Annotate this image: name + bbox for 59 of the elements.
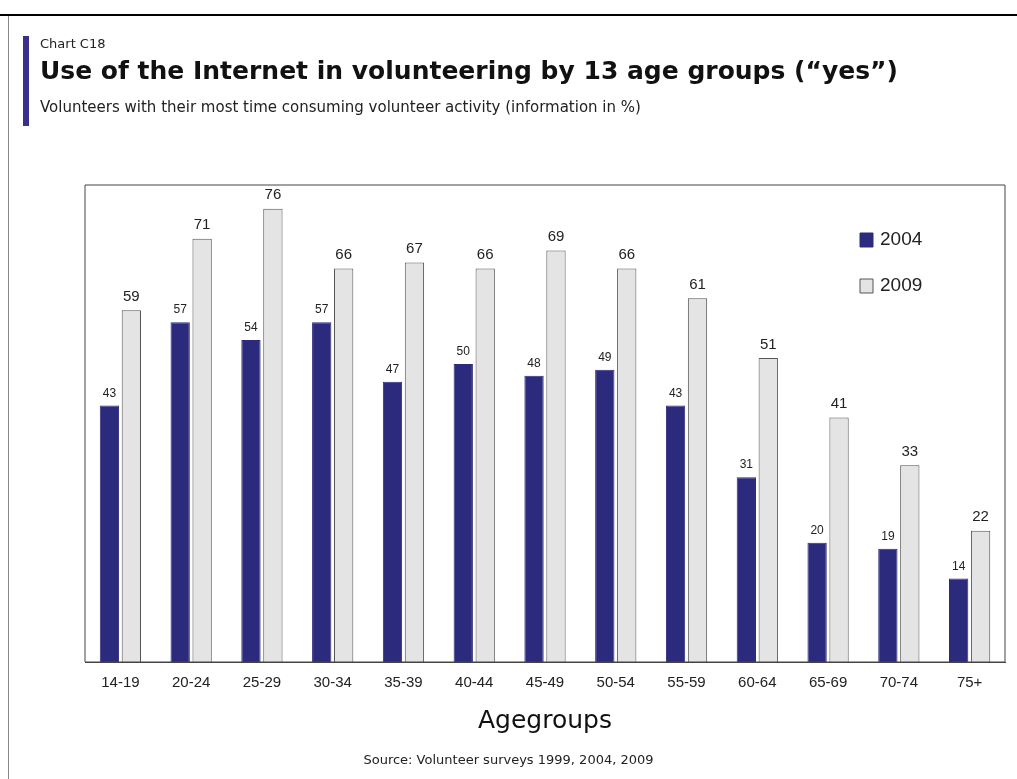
- x-tick-label: 75+: [956, 673, 983, 691]
- x-tick-label: 55-59: [667, 673, 706, 691]
- data-label: 57: [315, 302, 329, 317]
- data-label: 54: [244, 320, 258, 335]
- x-tick-label: 70-74: [879, 673, 919, 691]
- bar: [524, 375, 544, 662]
- data-label: 31: [739, 457, 754, 472]
- bar: [382, 381, 403, 662]
- data-label: 43: [102, 385, 117, 400]
- data-label: 71: [193, 215, 211, 233]
- data-label: 66: [618, 245, 636, 263]
- bar: [99, 405, 120, 662]
- data-label: 22: [972, 507, 989, 525]
- x-tick-label: 20-24: [171, 673, 211, 691]
- bar: [736, 477, 756, 662]
- legend-label: 2009: [880, 274, 923, 296]
- data-label: 66: [335, 245, 353, 263]
- bar: [807, 542, 827, 662]
- data-label: 61: [689, 274, 706, 292]
- bar: [241, 340, 261, 662]
- x-tick-label: 60-64: [738, 673, 777, 691]
- bar: [595, 369, 615, 662]
- bar: [878, 548, 898, 662]
- bar: [665, 405, 686, 662]
- x-tick-label: 40-44: [455, 673, 494, 691]
- data-label: 48: [527, 356, 542, 371]
- x-tick-label: 35-39: [384, 673, 423, 691]
- chart-subtitle: Volunteers with their most time consuming volunteer activity (information in %): [40, 98, 641, 116]
- chart-title: Use of the Internet in volunteering by 13 age groups (“yes”): [40, 56, 898, 85]
- data-label: 76: [264, 185, 282, 203]
- data-label: 43: [668, 385, 683, 400]
- legend-label: 2004: [880, 228, 923, 250]
- x-tick-label: 65-69: [808, 673, 848, 691]
- x-tick-label: 45-49: [525, 673, 565, 691]
- data-label: 57: [173, 302, 188, 317]
- data-label: 33: [901, 441, 919, 459]
- x-tick-label: 14-19: [101, 673, 140, 691]
- data-label: 49: [598, 350, 612, 365]
- data-label: 41: [830, 394, 848, 412]
- bar: [948, 578, 969, 662]
- bar: [312, 322, 332, 662]
- data-label: 59: [123, 286, 140, 304]
- data-label: 50: [456, 344, 471, 359]
- data-label: 47: [385, 362, 400, 377]
- data-label: 67: [406, 239, 423, 257]
- bar: [170, 322, 190, 662]
- data-label: 66: [476, 245, 494, 263]
- data-label: 20: [810, 523, 825, 538]
- x-tick-label: 30-34: [313, 673, 352, 691]
- source-note: Source: Volunteer surveys 1999, 2004, 2009: [362, 752, 655, 767]
- data-label: 19: [881, 529, 895, 544]
- data-label: 14: [951, 558, 966, 573]
- x-axis-title: Agegroups: [478, 704, 612, 734]
- x-tick-label: 25-29: [242, 673, 282, 691]
- data-label: 69: [547, 227, 565, 245]
- data-label: 51: [759, 334, 777, 352]
- x-tick-label: 50-54: [596, 673, 635, 691]
- caption: Chart C18: [40, 36, 106, 51]
- bar: [453, 363, 473, 662]
